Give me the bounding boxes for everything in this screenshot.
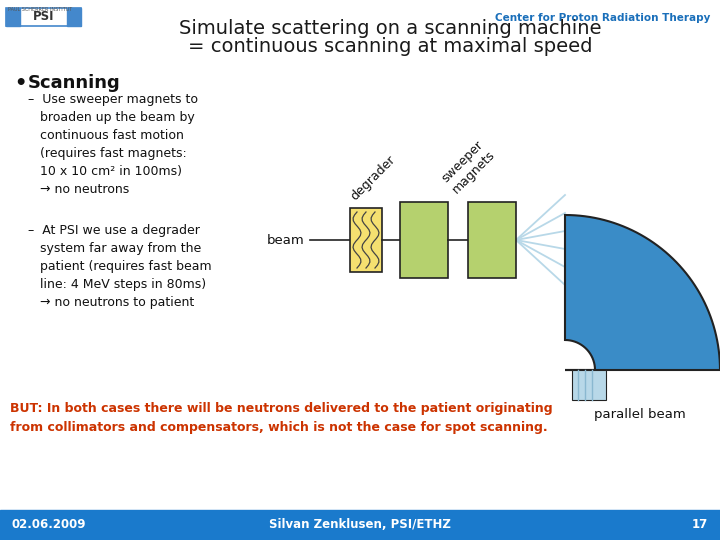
Text: –  At PSI we use a degrader
   system far away from the
   patient (requires fas: – At PSI we use a degrader system far aw… bbox=[28, 224, 212, 309]
Text: Center for Proton Radiation Therapy: Center for Proton Radiation Therapy bbox=[495, 13, 710, 23]
Text: PSI: PSI bbox=[33, 10, 55, 24]
Bar bbox=[0, 510, 720, 540]
Text: Silvan Zenklusen, PSI/ETHZ: Silvan Zenklusen, PSI/ETHZ bbox=[269, 518, 451, 531]
Text: BUT: In both cases there will be neutrons delivered to the patient originating
f: BUT: In both cases there will be neutron… bbox=[10, 402, 553, 434]
Text: Scanning: Scanning bbox=[28, 74, 121, 92]
Bar bbox=[350, 208, 382, 272]
Text: parallel beam: parallel beam bbox=[594, 408, 685, 421]
Text: sweeper
magnets: sweeper magnets bbox=[438, 138, 498, 197]
Text: PAUL SCHERRER INSTITUT: PAUL SCHERRER INSTITUT bbox=[8, 7, 72, 12]
Bar bbox=[400, 202, 448, 278]
Text: Simulate scattering on a scanning machine: Simulate scattering on a scanning machin… bbox=[179, 19, 601, 38]
Text: beam: beam bbox=[267, 233, 305, 246]
Bar bbox=[67, 8, 81, 26]
Bar bbox=[468, 202, 516, 278]
FancyBboxPatch shape bbox=[6, 8, 81, 26]
Polygon shape bbox=[565, 215, 720, 370]
Bar bbox=[6, 8, 20, 26]
Text: •: • bbox=[14, 74, 27, 93]
Text: 02.06.2009: 02.06.2009 bbox=[12, 518, 86, 531]
Bar bbox=[572, 370, 606, 400]
Text: 17: 17 bbox=[692, 518, 708, 531]
Text: degrader: degrader bbox=[348, 153, 398, 204]
Text: –  Use sweeper magnets to
   broaden up the beam by
   continuous fast motion
  : – Use sweeper magnets to broaden up the … bbox=[28, 93, 198, 196]
Text: = continuous scanning at maximal speed: = continuous scanning at maximal speed bbox=[188, 37, 593, 56]
